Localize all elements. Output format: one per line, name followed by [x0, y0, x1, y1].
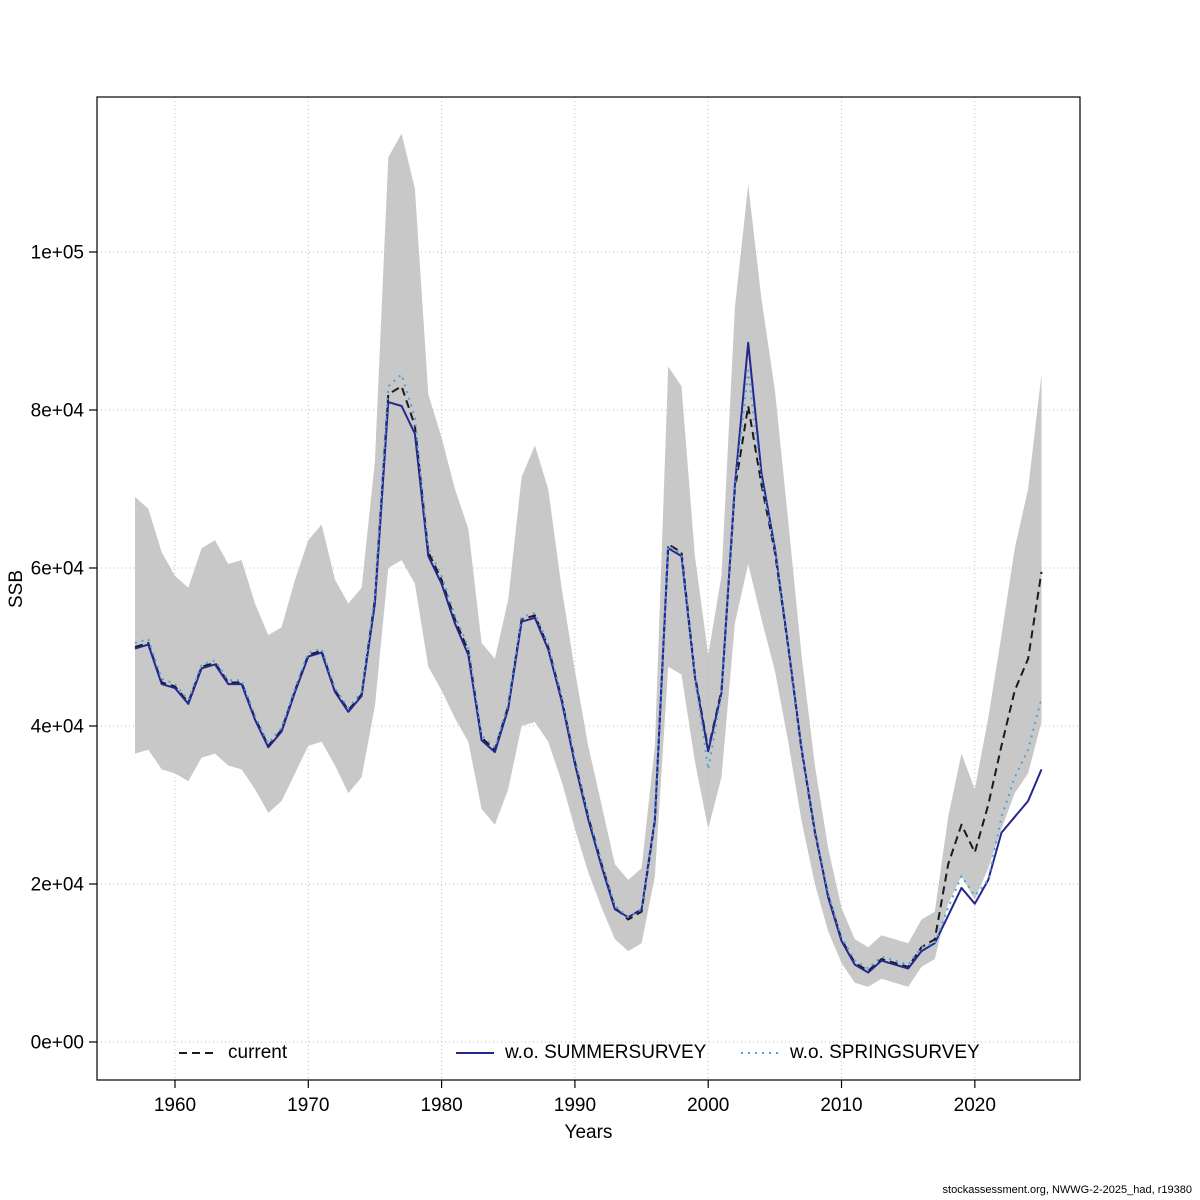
svg-text:8e+04: 8e+04	[31, 400, 85, 421]
svg-text:1960: 1960	[154, 1095, 196, 1116]
svg-text:2e+04: 2e+04	[31, 874, 85, 895]
legend-line-icon	[179, 1052, 217, 1054]
svg-text:0e+00: 0e+00	[31, 1032, 84, 1053]
svg-text:4e+04: 4e+04	[31, 716, 85, 737]
svg-text:1980: 1980	[420, 1095, 462, 1116]
legend-item-wo-springsurvey: w.o. SPRINGSURVEY	[740, 1040, 980, 1066]
svg-text:1e+05: 1e+05	[31, 242, 84, 263]
legend-item-current: current	[178, 1040, 287, 1066]
svg-text:2010: 2010	[820, 1095, 862, 1116]
svg-text:6e+04: 6e+04	[31, 558, 85, 579]
legend-label-wo-springsurvey: w.o. SPRINGSURVEY	[790, 1042, 980, 1063]
svg-text:2000: 2000	[687, 1095, 729, 1116]
svg-text:2020: 2020	[954, 1095, 996, 1116]
y-axis-label: SSB	[6, 569, 27, 608]
svg-text:1970: 1970	[287, 1095, 329, 1116]
source-attribution: stockassessment.org, NWWG-2-2025_had, r1…	[942, 1184, 1192, 1196]
legend-line-icon	[741, 1052, 779, 1054]
legend-label-wo-summersurvey: w.o. SUMMERSURVEY	[505, 1042, 707, 1063]
legend-item-wo-summersurvey: w.o. SUMMERSURVEY	[455, 1040, 706, 1066]
legend-label-current: current	[228, 1042, 288, 1063]
svg-text:1990: 1990	[554, 1095, 596, 1116]
legend-line-icon	[456, 1052, 494, 1054]
x-axis-label: Years	[564, 1122, 613, 1143]
